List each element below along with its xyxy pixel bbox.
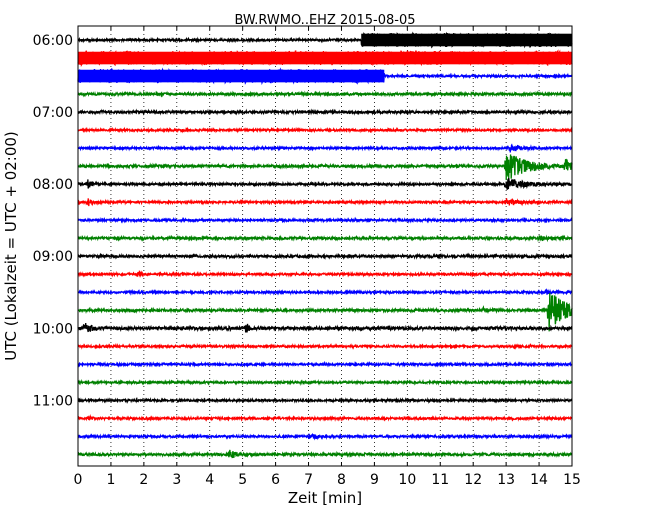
x-tick-label: 8 (337, 472, 346, 488)
x-tick-label: 7 (304, 472, 313, 488)
trace-0715 (77, 126, 573, 134)
x-tick-labels: 0 1 2 3 4 5 6 7 8 9 10 11 12 13 14 15 (74, 472, 581, 488)
trace-saturated-band (78, 51, 572, 65)
trace-0900 (77, 252, 573, 260)
trace-waveform (77, 378, 573, 386)
x-tick-label: 14 (530, 472, 548, 488)
trace-layer (77, 31, 573, 459)
trace-0930 (77, 288, 573, 296)
trace-waveform (77, 396, 573, 404)
trace-1130 (77, 432, 573, 441)
y-tick-label: 07:00 (33, 105, 73, 121)
trace-saturated-band (78, 69, 385, 83)
x-tick-label: 4 (205, 472, 214, 488)
trace-1115 (77, 413, 573, 422)
trace-0815 (77, 197, 573, 207)
x-tick-label: 9 (370, 472, 379, 488)
y-tick-label: 06:00 (33, 33, 73, 49)
trace-1100 (77, 396, 573, 404)
trace-saturated-band (361, 33, 572, 47)
tick-marks (77, 26, 573, 466)
x-tick-label: 5 (238, 472, 247, 488)
trace-waveform (77, 292, 573, 332)
trace-waveform (77, 126, 573, 134)
trace-0945 (77, 292, 573, 332)
trace-waveform (77, 154, 573, 181)
trace-0730 (77, 143, 573, 153)
chart-title: BW.RWMO..EHZ 2015-08-05 (234, 13, 415, 28)
trace-waveform (77, 234, 573, 243)
trace-waveform (77, 449, 573, 459)
trace-waveform (77, 108, 573, 116)
trace-waveform (77, 288, 573, 296)
trace-waveform (77, 413, 573, 422)
trace-1045 (77, 378, 573, 386)
y-axis-label: UTC (Lokalzeit = UTC + 02:00) (2, 131, 20, 361)
trace-1030 (77, 360, 573, 368)
trace-waveform (77, 270, 573, 279)
trace-waveform (77, 197, 573, 207)
x-tick-label: 0 (74, 472, 83, 488)
trace-waveform (77, 360, 573, 368)
trace-waveform (77, 342, 573, 350)
y-tick-label: 09:00 (33, 249, 73, 265)
x-tick-label: 11 (431, 472, 449, 488)
y-tick-label: 11:00 (33, 393, 73, 409)
trace-waveform (77, 432, 573, 441)
x-tick-label: 13 (497, 472, 515, 488)
x-tick-label: 3 (172, 472, 181, 488)
trace-0915 (77, 270, 573, 279)
x-tick-label: 10 (398, 472, 416, 488)
trace-0645 (77, 90, 573, 98)
trace-0745 (77, 154, 573, 181)
trace-0630 (77, 67, 573, 86)
trace-1145 (77, 449, 573, 459)
x-tick-label: 12 (464, 472, 482, 488)
trace-1000 (77, 322, 573, 333)
y-tick-label: 10:00 (33, 321, 73, 337)
x-tick-label: 2 (139, 472, 148, 488)
plot-frame (77, 25, 573, 467)
trace-waveform (77, 322, 573, 333)
y-tick-labels: 06:00 07:00 08:00 09:00 10:00 11:00 (33, 33, 73, 409)
trace-waveform (77, 252, 573, 260)
y-tick-label: 08:00 (33, 177, 73, 193)
trace-0845 (77, 234, 573, 243)
plot-area (77, 25, 573, 467)
trace-waveform (77, 143, 573, 153)
trace-waveform (77, 216, 573, 224)
x-tick-label: 15 (563, 472, 581, 488)
trace-0800 (77, 177, 573, 190)
trace-1015 (77, 342, 573, 350)
x-axis-label: Zeit [min] (288, 489, 362, 507)
trace-0830 (77, 216, 573, 224)
grid-lines (110, 26, 540, 466)
trace-0615 (77, 49, 573, 67)
x-tick-label: 1 (106, 472, 115, 488)
x-tick-label: 6 (271, 472, 280, 488)
trace-waveform (77, 177, 573, 190)
trace-0600 (77, 31, 573, 49)
trace-waveform (77, 90, 573, 98)
trace-0700 (77, 108, 573, 116)
